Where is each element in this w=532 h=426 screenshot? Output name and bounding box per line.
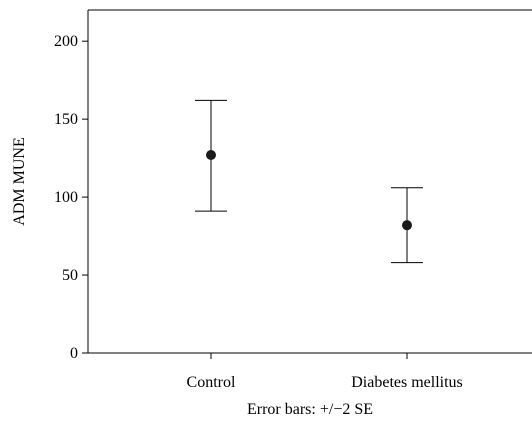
y-axis-title: ADM MUNE [11, 137, 28, 225]
x-tick-label: Control [187, 374, 236, 391]
y-tick-label: 150 [54, 111, 78, 128]
y-axis-ticks: 0 50 100 150 200 [54, 33, 88, 362]
error-bar-series [195, 99, 423, 264]
y-tick-label: 0 [70, 345, 78, 362]
mean-point [206, 149, 216, 160]
x-tick-label: Diabetes mellitus [351, 374, 463, 391]
error-bar-group [391, 187, 423, 264]
mean-point [402, 220, 412, 231]
x-axis-title: Error bars: +/−2 SE [247, 401, 373, 418]
x-axis-ticks: Control Diabetes mellitus [187, 353, 463, 391]
y-tick-label: 200 [54, 33, 78, 50]
y-tick-label: 50 [62, 267, 78, 284]
error-bar-group [195, 99, 227, 212]
y-tick-label: 100 [54, 189, 78, 206]
